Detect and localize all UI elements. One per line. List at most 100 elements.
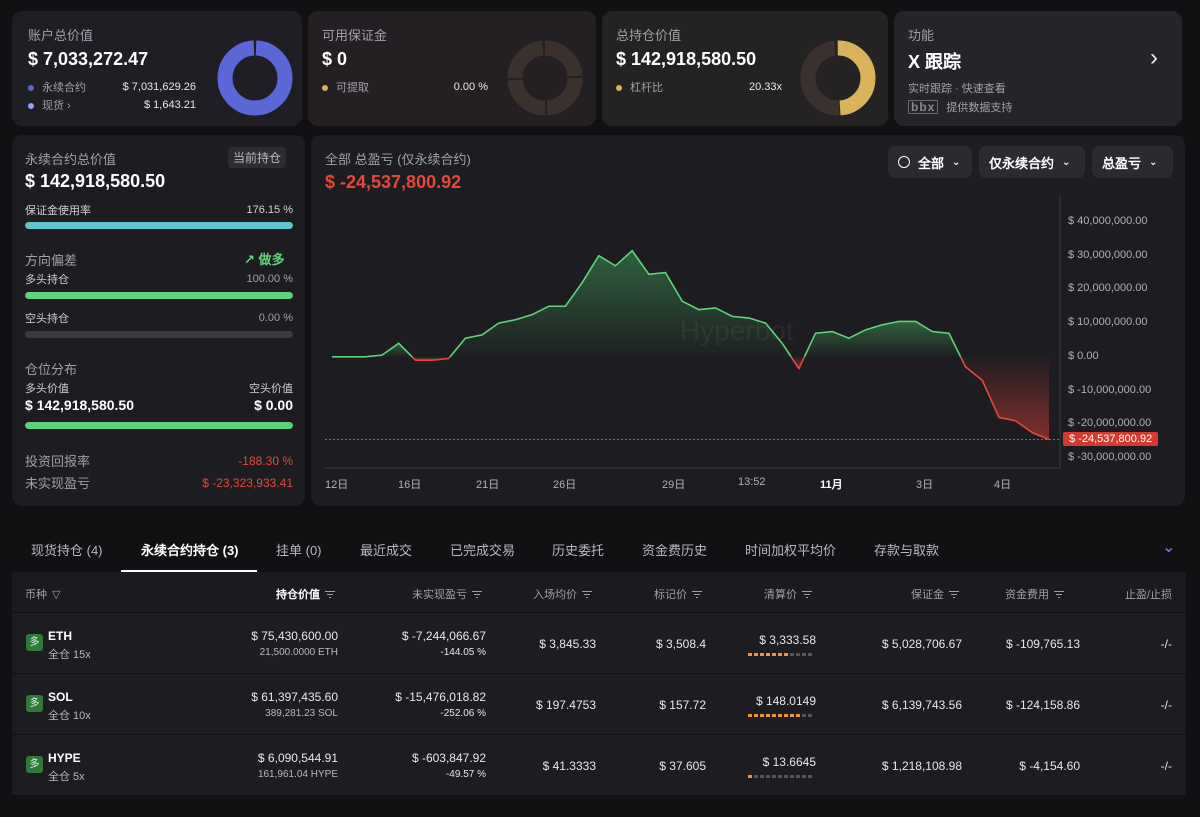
margin-usage-fill — [25, 222, 293, 229]
position-value: $ 75,430,600.00 — [251, 629, 338, 643]
unrealized-pnl: $ -7,244,066.67 — [401, 629, 486, 643]
header-liq-price-label: 清算价 — [764, 589, 797, 601]
withdrawable-label: 可提取 — [336, 82, 369, 94]
coin-symbol[interactable]: HYPE — [48, 751, 81, 765]
spot-breakdown-row[interactable]: 现货 › $ 1,643.21 — [28, 97, 196, 113]
tab-2[interactable]: 挂单 (0) — [276, 543, 322, 558]
risk-segment — [796, 714, 800, 717]
risk-segment — [796, 775, 800, 778]
liquidation-risk-bar — [748, 775, 812, 778]
collapse-chevron-icon[interactable]: ⌄ — [1162, 539, 1176, 556]
available-margin-label: 可用保证金 — [322, 28, 388, 43]
risk-segment — [766, 714, 770, 717]
unrealized-pnl: $ -603,847.92 — [411, 751, 486, 765]
x-tick-label: 12日 — [325, 479, 349, 491]
trending-up-icon: ↗ — [244, 252, 255, 267]
x-tick-label: 4日 — [994, 479, 1012, 491]
header-unrealized-pnl[interactable]: 未实现盈亏 — [412, 586, 482, 602]
y-tick-label: $ 0.00 — [1068, 349, 1099, 362]
header-mark-price[interactable]: 标记价 — [654, 586, 702, 602]
mark-price: $ 37.605 — [659, 759, 706, 773]
unrealized-pnl-pct: -49.57 % — [445, 769, 486, 780]
tpsl[interactable]: -/- — [1160, 637, 1172, 651]
tab-5[interactable]: 历史委托 — [552, 543, 605, 558]
table-header-bar — [12, 572, 1186, 612]
risk-segment — [772, 714, 776, 717]
table-row[interactable]: 多 SOL 全仓 10x $ 61,397,435.60 389,281.23 SOL $… — [12, 674, 1186, 734]
account-value: $ 7,033,272.47 — [28, 49, 149, 69]
header-coin[interactable]: 币种 ▽ — [25, 586, 60, 602]
risk-segment — [790, 714, 794, 717]
risk-segment — [760, 775, 764, 778]
tab-1[interactable]: 永续合约持仓 (3) — [141, 543, 239, 558]
x-tick-label: 16日 — [398, 479, 422, 491]
risk-segment — [748, 775, 752, 778]
header-unrealized-pnl-label: 未实现盈亏 — [412, 589, 467, 601]
margin-usage-label: 保证金使用率 — [25, 205, 91, 217]
tab-4[interactable]: 已完成交易 — [450, 543, 516, 558]
tab-7[interactable]: 时间加权平均价 — [745, 543, 837, 558]
risk-segment — [772, 775, 776, 778]
feature-card[interactable]: 功能 X 跟踪 实时跟踪 · 快速查看 bbx 提供数据支持 › — [894, 11, 1182, 126]
y-tick-label: $ -20,000,000.00 — [1068, 417, 1152, 430]
tab-6[interactable]: 资金费历史 — [642, 543, 708, 558]
spot-dot — [28, 103, 34, 110]
margin: $ 5,028,706.67 — [881, 637, 962, 651]
header-coin-label: 币种 — [25, 589, 47, 601]
short-value: $ 0.00 — [254, 397, 293, 413]
header-position-value[interactable]: 持仓价值 — [276, 586, 335, 602]
tab-8[interactable]: 存款与取款 — [874, 543, 940, 558]
funding-fee: $ -4,154.60 — [1019, 759, 1080, 773]
funding-fee: $ -109,765.13 — [1005, 637, 1080, 651]
tpsl[interactable]: -/- — [1160, 698, 1172, 712]
coin-symbol[interactable]: ETH — [48, 629, 72, 643]
metric-dropdown[interactable]: 总盈亏 ⌄ — [1092, 146, 1173, 178]
leverage-label: 杠杆比 — [630, 82, 663, 94]
value-labels-row: 多头价值 空头价值 — [25, 380, 293, 396]
coin-symbol[interactable]: SOL — [48, 690, 73, 704]
leverage-value: 20.33x — [748, 81, 782, 93]
risk-segment — [808, 775, 812, 778]
liquidation-price: $ 148.0149 — [755, 694, 816, 708]
risk-segment — [808, 653, 812, 656]
long-position-fill — [25, 292, 293, 299]
scope-dropdown[interactable]: 仅永续合约 ⌄ — [979, 146, 1085, 178]
table-row[interactable]: 多 ETH 全仓 15x $ 75,430,600.00 21,500.0000 ETH… — [12, 613, 1186, 673]
risk-segment — [790, 775, 794, 778]
long-side-badge: 多 — [26, 634, 43, 651]
account-donut-chart — [217, 40, 293, 116]
mark-price: $ 157.72 — [659, 698, 706, 712]
long-position-row: 多头持仓 100.00 % — [25, 271, 293, 287]
margin-mode: 全仓 15x — [48, 649, 91, 661]
header-funding[interactable]: 资金费用 — [1005, 586, 1064, 602]
entry-price: $ 41.3333 — [542, 759, 596, 773]
margin-mode: 全仓 5x — [48, 771, 85, 783]
current-position-badge[interactable]: 当前持仓 — [228, 147, 287, 168]
chevron-right-icon[interactable]: › — [1150, 44, 1158, 71]
bias-value: 做多 — [258, 252, 285, 267]
distribution-label: 仓位分布 — [25, 362, 78, 377]
perp-breakdown-row: 永续合约 $ 7,031,629.26 — [28, 79, 196, 95]
tpsl[interactable]: -/- — [1160, 759, 1172, 773]
tab-3[interactable]: 最近成交 — [360, 543, 413, 558]
header-liq-price[interactable]: 清算价 — [764, 586, 812, 602]
sort-icon — [1054, 590, 1064, 598]
pnl-chart-title: 全部 总盈亏 (仅永续合约) — [325, 152, 471, 167]
position-size: 161,961.04 HYPE — [257, 769, 338, 780]
short-position-label: 空头持仓 — [25, 313, 69, 325]
table-row[interactable]: 多 HYPE 全仓 5x $ 6,090,544.91 161,961.04 HYPE $… — [12, 735, 1186, 795]
leverage-dot — [616, 85, 622, 92]
margin: $ 6,139,743.56 — [881, 698, 962, 712]
chevron-down-icon: ⌄ — [1062, 156, 1071, 168]
entry-price: $ 197.4753 — [535, 698, 596, 712]
tab-0[interactable]: 现货持仓 (4) — [31, 543, 103, 558]
liquidation-risk-bar — [748, 653, 812, 656]
risk-segment — [796, 653, 800, 656]
header-margin[interactable]: 保证金 — [911, 586, 959, 602]
long-side-badge: 多 — [26, 695, 43, 712]
sort-icon — [802, 590, 812, 598]
y-tick-label: $ 30,000,000.00 — [1068, 248, 1148, 261]
perp-label: 永续合约 — [42, 82, 86, 94]
range-dropdown[interactable]: 全部 ⌄ — [888, 146, 972, 178]
header-entry-price[interactable]: 入场均价 — [533, 586, 592, 602]
